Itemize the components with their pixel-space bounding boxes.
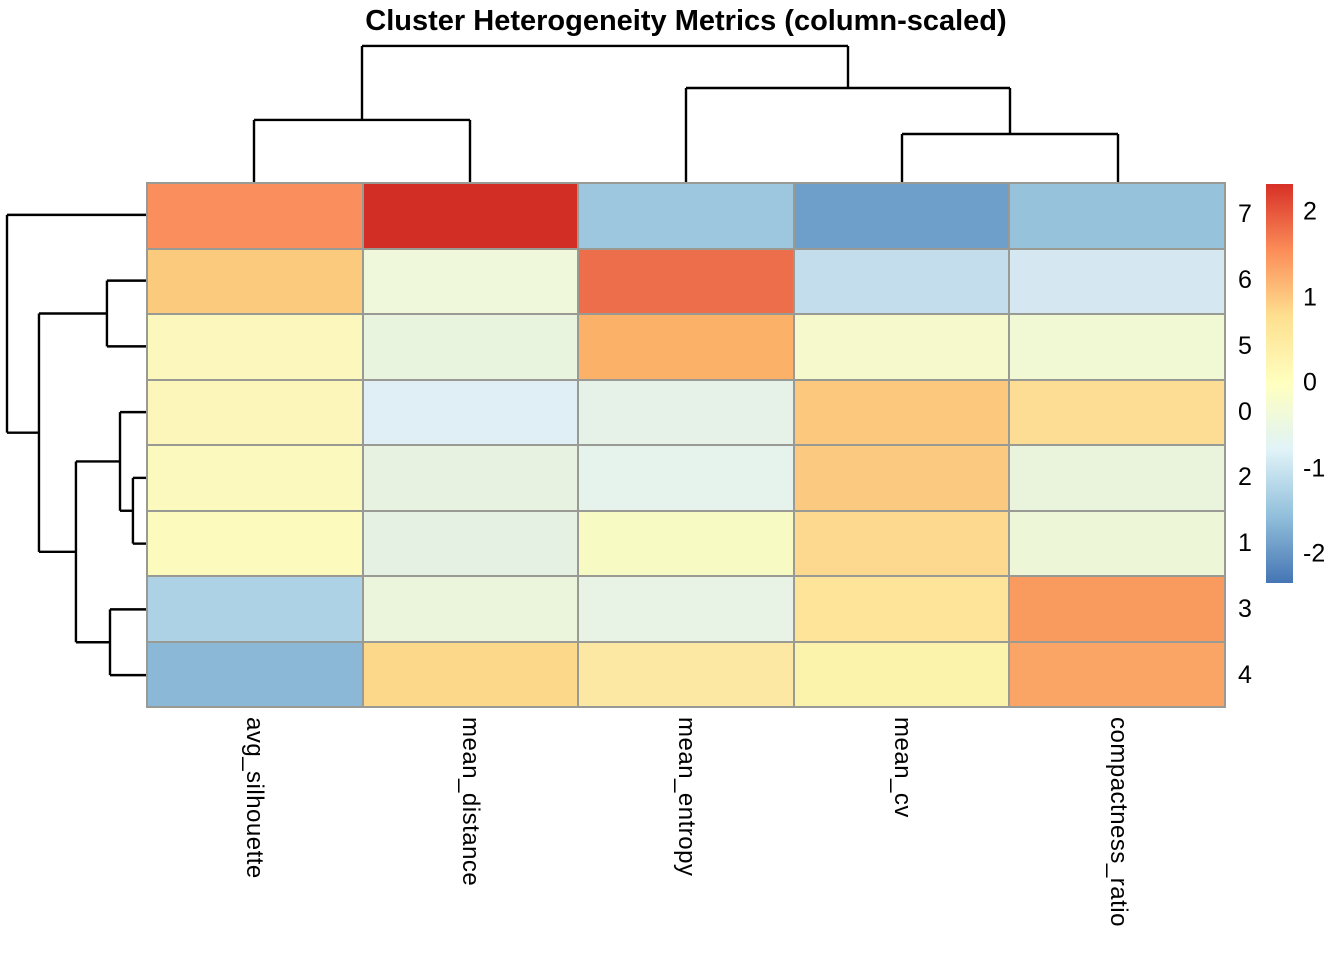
row-label: 2	[1238, 463, 1252, 492]
heatmap-cell	[794, 577, 1009, 641]
heatmap-cell	[1010, 380, 1224, 444]
row-label: 7	[1238, 200, 1252, 229]
heatmap-cell	[1010, 446, 1224, 510]
heatmap-cell	[1010, 184, 1224, 248]
row-label: 6	[1238, 266, 1252, 295]
heatmap-cell	[363, 642, 578, 706]
heatmap-cell	[363, 249, 578, 313]
legend-gradient-bar	[1266, 184, 1293, 583]
heatmap-cell	[794, 642, 1009, 706]
heatmap-cell	[579, 446, 793, 510]
heatmap-cell	[794, 511, 1009, 575]
heatmap-cell	[363, 184, 578, 248]
heatmap-cell	[1010, 511, 1224, 575]
row-labels: 7 6 5 0 2 1 3 4	[1238, 182, 1278, 708]
heatmap-cell	[579, 642, 793, 706]
column-label: mean_distance	[457, 717, 484, 887]
column-label: compactness_ratio	[1105, 717, 1132, 927]
legend-tick-label: -1	[1303, 454, 1326, 482]
heatmap-cell	[579, 249, 793, 313]
heatmap-cell	[579, 184, 793, 248]
heatmap-cell	[363, 577, 578, 641]
heatmap-cell	[148, 315, 362, 379]
row-label: 4	[1238, 660, 1252, 689]
column-dendrogram	[252, 44, 1120, 182]
row-label: 5	[1238, 331, 1252, 360]
heatmap-cell	[148, 446, 362, 510]
heatmap-cell	[148, 380, 362, 444]
heatmap-cell	[148, 511, 362, 575]
legend-tick-label: 1	[1303, 283, 1317, 312]
heatmap-cell	[363, 380, 578, 444]
heatmap-cell	[794, 184, 1009, 248]
heatmap-grid	[146, 182, 1226, 708]
heatmap-cell	[794, 249, 1009, 313]
heatmap-cell	[363, 446, 578, 510]
legend-tick-label: 2	[1303, 197, 1317, 226]
row-label: 1	[1238, 529, 1252, 558]
heatmap-cell	[579, 315, 793, 379]
row-label: 3	[1238, 594, 1252, 623]
heatmap-cell	[579, 577, 793, 641]
chart-title: Cluster Heterogeneity Metrics (column-sc…	[365, 5, 1007, 37]
row-label: 0	[1238, 397, 1252, 426]
column-label: mean_entropy	[673, 717, 700, 877]
column-label: avg_silhouette	[241, 717, 268, 879]
heatmap-cell	[363, 511, 578, 575]
heatmap-cell	[363, 315, 578, 379]
column-label: mean_cv	[889, 717, 916, 818]
heatmap-cell	[148, 184, 362, 248]
heatmap-cell	[1010, 249, 1224, 313]
heatmap-cell	[148, 249, 362, 313]
legend-tick-label: -2	[1303, 539, 1326, 568]
heatmap-cell	[579, 511, 793, 575]
heatmap-cell	[794, 380, 1009, 444]
heatmap-cell	[1010, 577, 1224, 641]
heatmap-cell	[1010, 642, 1224, 706]
heatmap-cell	[148, 642, 362, 706]
heatmap-cell	[148, 577, 362, 641]
heatmap-cell	[579, 380, 793, 444]
heatmap-cell	[794, 315, 1009, 379]
heatmap-cell	[1010, 315, 1224, 379]
heatmap-cell	[794, 446, 1009, 510]
row-dendrogram	[5, 213, 146, 677]
legend-tick-label: 0	[1303, 368, 1317, 397]
